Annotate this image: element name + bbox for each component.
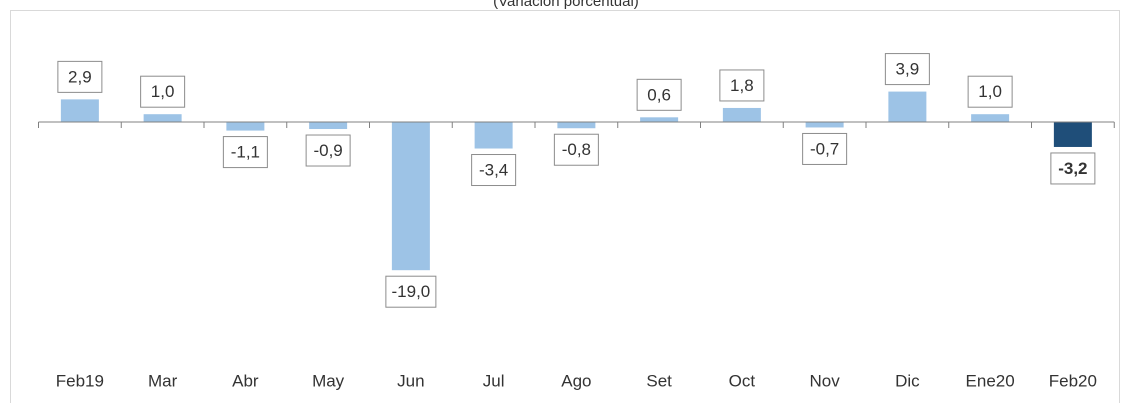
bar xyxy=(557,122,596,129)
bar xyxy=(391,122,430,271)
x-tick-label: Set xyxy=(646,371,672,390)
x-tick-label: Ago xyxy=(561,371,591,390)
data-label: -3,4 xyxy=(479,161,508,180)
x-tick-label: Feb20 xyxy=(1049,371,1097,390)
data-label: 2,9 xyxy=(68,67,92,86)
x-tick-label: Abr xyxy=(232,371,259,390)
bar xyxy=(143,114,182,122)
data-label: 3,9 xyxy=(896,60,920,79)
data-label: 1,0 xyxy=(978,82,1002,101)
data-label: -0,8 xyxy=(562,140,591,159)
x-tick-label: Ene20 xyxy=(966,371,1015,390)
bar xyxy=(640,117,679,122)
data-label: 1,0 xyxy=(151,82,175,101)
bar xyxy=(805,122,844,128)
x-tick-label: Oct xyxy=(729,371,756,390)
chart-title: (Variación porcentual) xyxy=(493,0,639,10)
data-label: -0,7 xyxy=(810,139,839,158)
bar xyxy=(60,99,99,122)
data-label-box xyxy=(553,133,599,166)
x-tick-label: Mar xyxy=(148,371,178,390)
bar xyxy=(722,107,761,122)
data-label: -0,9 xyxy=(313,141,342,160)
bar xyxy=(888,91,927,122)
data-label-box xyxy=(305,134,351,167)
data-label-box xyxy=(57,60,103,93)
data-label: 1,8 xyxy=(730,76,754,95)
bar xyxy=(226,122,265,131)
data-label-box xyxy=(140,75,186,108)
x-tick-label: Jul xyxy=(483,371,505,390)
data-label-box xyxy=(884,53,930,86)
chart-frame xyxy=(10,10,1120,403)
x-tick-label: May xyxy=(312,371,345,390)
data-label-box xyxy=(385,275,437,308)
data-label: 0,6 xyxy=(647,85,671,104)
data-label-box xyxy=(1050,152,1096,185)
data-label-box xyxy=(802,132,848,165)
x-tick-label: Dic xyxy=(895,371,920,390)
bar xyxy=(1053,122,1092,147)
data-label: -3,2 xyxy=(1058,159,1087,178)
title-backdrop xyxy=(430,0,700,9)
data-label-box xyxy=(222,136,268,169)
x-tick-label: Feb19 xyxy=(56,371,104,390)
data-label-box xyxy=(967,75,1013,108)
data-label-box xyxy=(471,154,517,187)
data-label-box xyxy=(636,78,682,111)
bar xyxy=(474,122,513,149)
data-label-box xyxy=(719,69,765,102)
data-label: -1,1 xyxy=(231,143,260,162)
bar xyxy=(309,122,348,130)
bar xyxy=(971,114,1010,122)
x-tick-label: Jun xyxy=(397,371,424,390)
data-label: -19,0 xyxy=(392,282,431,301)
x-tick-label: Nov xyxy=(810,371,841,390)
